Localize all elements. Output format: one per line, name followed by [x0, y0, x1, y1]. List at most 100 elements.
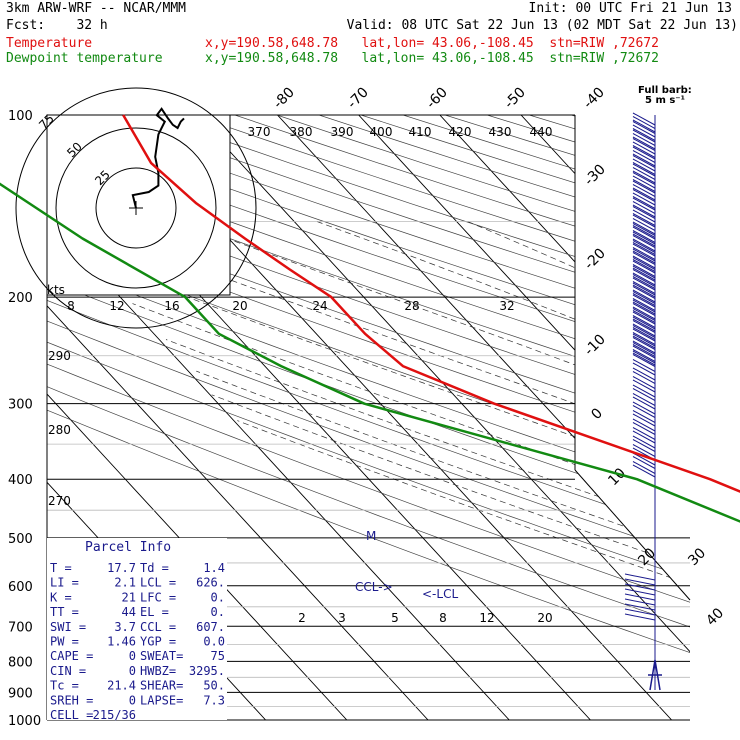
dewpoint-location-info: x,y=190.58,648.78 lat,lon= 43.06,-108.45… — [205, 51, 659, 66]
wind-barb-flag — [632, 226, 656, 240]
isotherm-label: -10 — [581, 331, 608, 358]
parcel-info-cell: CAPE = — [50, 649, 93, 663]
wind-barb-flag — [632, 286, 656, 299]
hodograph-ring — [55, 127, 217, 289]
wind-barb-flag — [632, 456, 656, 469]
moist-adiabat — [316, 221, 690, 720]
pressure-tick-label: 700 — [8, 620, 33, 635]
pressure-tick-label: 400 — [8, 473, 33, 488]
wind-barb-flag — [632, 311, 656, 325]
isotherm-line — [277, 115, 690, 720]
hodograph-ring — [95, 167, 177, 249]
theta-label: 430 — [489, 125, 512, 139]
parcel-info-cell: 2.1 — [114, 576, 136, 590]
wind-barb-flag — [632, 242, 656, 255]
wind-barb-flag — [624, 583, 656, 591]
wind-barb-flag — [632, 318, 656, 332]
mixing-ratio-label: 24 — [312, 299, 327, 313]
wind-barb-flag — [632, 310, 656, 323]
wind-barb-flag — [624, 573, 656, 581]
mixing-ratio-label: 8 — [67, 299, 75, 313]
parcel-info-cell: 21 — [122, 590, 136, 604]
dry-adiabat — [487, 115, 690, 720]
wind-barbs: Full barb:5 m s⁻¹ — [624, 85, 692, 691]
wind-barb-flag — [632, 323, 656, 337]
parcel-info-cell: 0 — [129, 664, 136, 678]
wind-barb-flag — [632, 179, 656, 192]
wind-barb-flag — [632, 238, 656, 252]
wind-barb-flag — [632, 213, 656, 226]
mixing-ratio-label: 8 — [439, 611, 447, 625]
model-title: 3km ARW-WRF -- NCAR/MMM — [6, 1, 187, 16]
wind-barb-flag — [632, 230, 656, 243]
wind-barb-flag — [632, 231, 656, 245]
wind-barb-flag — [632, 435, 656, 449]
forecast-hour: Fcst: 32 h — [6, 18, 108, 33]
wind-barb-flag — [632, 308, 656, 321]
parcel-info-cell: CELL = — [50, 708, 93, 722]
parcel-info-cell: 21.4 — [107, 679, 136, 693]
wind-barb-flag — [632, 422, 656, 435]
wind-barb-flag — [632, 350, 656, 364]
mixing-ratio-label: 20 — [232, 299, 247, 313]
wind-barb-flag — [632, 301, 656, 315]
parcel-info-cell: Tc = — [50, 679, 79, 693]
mixing-ratio-label: 32 — [499, 299, 514, 313]
wind-barb-flag — [632, 255, 656, 269]
parcel-info-cell: 3.7 — [114, 620, 136, 634]
wind-barb-flag — [632, 298, 656, 311]
wind-barb-flag — [624, 603, 656, 611]
wind-barb-flag — [632, 320, 656, 333]
wind-barb-flag — [624, 578, 656, 586]
wind-barb-flag — [632, 141, 656, 155]
wind-barb-flag — [632, 452, 656, 466]
parcel-info-box: Parcel Info T = 17.7 Td = 1.4 LI = 2.1 LCL = 626… — [47, 538, 227, 722]
wind-barb-flag — [624, 588, 656, 596]
wind-barb-flag — [632, 233, 656, 247]
wind-barb-flag — [632, 439, 656, 452]
wind-barb-flag — [632, 145, 656, 158]
wind-barb-flag — [632, 328, 656, 342]
wind-barb-flag — [632, 121, 656, 134]
pressure-tick-label: 900 — [8, 686, 33, 701]
parcel-info-cell: 0.0 — [203, 635, 225, 649]
wind-barb-flag — [632, 189, 656, 202]
isotherm-line — [439, 115, 690, 720]
dewpoint-profile-line — [0, 182, 740, 523]
wind-barb-flag — [632, 196, 656, 209]
wind-barb-flag — [632, 316, 656, 330]
wind-barb-flag — [632, 384, 656, 398]
wind-barb-flag — [632, 167, 656, 180]
pressure-tick-label: 600 — [8, 580, 33, 595]
wind-barb-flag — [632, 221, 656, 235]
wind-barb-flag — [632, 128, 656, 141]
wind-barb-flag — [632, 293, 656, 306]
wind-barb-flag — [632, 277, 656, 291]
mixing-ratio-label: 20 — [537, 611, 552, 625]
barb-scale-label-2: 5 m s⁻¹ — [645, 95, 685, 106]
parcel-info-cell: EL = — [140, 605, 169, 619]
wind-barb-flag — [632, 281, 656, 294]
wind-barb-flag — [632, 129, 656, 143]
wind-barb-flag — [632, 204, 656, 218]
wind-barb-flag — [632, 259, 656, 272]
parcel-info-cell: 50. — [203, 679, 225, 693]
wind-barb-flag — [632, 218, 656, 231]
isotherm-label: -60 — [423, 84, 450, 111]
wind-barb-flag — [632, 388, 656, 401]
mixing-ratio-label: 2 — [298, 611, 306, 625]
wind-barb-flag — [632, 214, 656, 228]
theta-label: 410 — [409, 125, 432, 139]
parcel-info-cell: Td = — [140, 561, 169, 575]
moist-adiabat — [237, 420, 690, 720]
wind-barb-flag — [632, 170, 656, 184]
wind-barb-flag — [632, 243, 656, 257]
wind-barb-flag — [632, 223, 656, 236]
theta-label: 370 — [248, 125, 271, 139]
wind-barb-flag — [632, 150, 656, 163]
wind-barb-flag — [632, 187, 656, 201]
mixing-ratio-label: 12 — [479, 611, 494, 625]
wind-barb-flag — [632, 376, 656, 389]
wind-barb-flag — [632, 405, 656, 418]
wind-barb-flag — [632, 345, 656, 359]
